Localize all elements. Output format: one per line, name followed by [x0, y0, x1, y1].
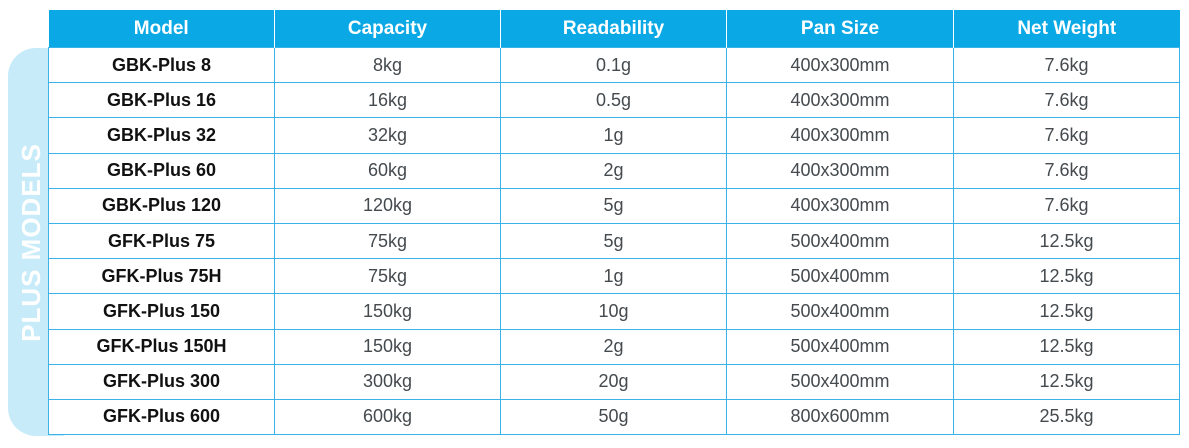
readability-cell: 20g	[500, 363, 727, 400]
net-weight-cell: 7.6kg	[953, 152, 1180, 189]
pan-size-cell: 500x400mm	[726, 328, 954, 365]
capacity-cell: 600kg	[274, 398, 501, 436]
pan-size-cell: 400x300mm	[726, 187, 954, 224]
pan-size-cell: 500x400mm	[726, 293, 954, 330]
model-cell: GFK-Plus 600	[48, 398, 275, 436]
readability-cell: 2g	[500, 152, 727, 189]
capacity-cell: 60kg	[274, 152, 501, 189]
model-cell: GBK-Plus 60	[48, 152, 275, 189]
model-cell: GBK-Plus 16	[48, 82, 275, 119]
net-weight-cell: 7.6kg	[953, 46, 1180, 84]
capacity-cell: 32kg	[274, 117, 501, 154]
table-row: GFK-Plus 75H 75kg 1g 500x400mm 12.5kg	[48, 258, 1180, 295]
readability-cell: 0.1g	[500, 46, 727, 84]
net-weight-cell: 7.6kg	[953, 82, 1180, 119]
net-weight-cell: 12.5kg	[953, 258, 1180, 295]
side-label-text: PLUS MODELS	[15, 142, 46, 342]
capacity-cell: 150kg	[274, 293, 501, 330]
net-weight-cell: 12.5kg	[953, 293, 1180, 330]
capacity-cell: 75kg	[274, 222, 501, 260]
pan-size-cell: 400x300mm	[726, 46, 954, 84]
readability-cell: 0.5g	[500, 82, 727, 119]
pan-size-cell: 400x300mm	[726, 82, 954, 119]
readability-cell: 2g	[500, 328, 727, 365]
model-cell: GFK-Plus 150H	[48, 328, 275, 365]
pan-size-cell: 400x300mm	[726, 152, 954, 189]
readability-cell: 1g	[500, 258, 727, 295]
table-row: GBK-Plus 32 32kg 1g 400x300mm 7.6kg	[48, 117, 1180, 154]
header-row: Model Capacity Readability Pan Size Net …	[48, 10, 1180, 48]
table-row: GBK-Plus 16 16kg 0.5g 400x300mm 7.6kg	[48, 82, 1180, 119]
table-row: GFK-Plus 600 600kg 50g 800x600mm 25.5kg	[48, 398, 1180, 436]
capacity-cell: 150kg	[274, 328, 501, 365]
readability-cell: 10g	[500, 293, 727, 330]
readability-cell: 5g	[500, 187, 727, 224]
pan-size-cell: 500x400mm	[726, 258, 954, 295]
model-cell: GFK-Plus 150	[48, 293, 275, 330]
model-cell: GBK-Plus 32	[48, 117, 275, 154]
pan-size-cell: 500x400mm	[726, 363, 954, 400]
pan-size-cell: 800x600mm	[726, 398, 954, 436]
spec-table: Model Capacity Readability Pan Size Net …	[48, 10, 1180, 436]
net-weight-cell: 7.6kg	[953, 187, 1180, 224]
header-readability: Readability	[500, 10, 727, 48]
net-weight-cell: 7.6kg	[953, 117, 1180, 154]
net-weight-cell: 12.5kg	[953, 328, 1180, 365]
table-row: GFK-Plus 150 150kg 10g 500x400mm 12.5kg	[48, 293, 1180, 330]
capacity-cell: 120kg	[274, 187, 501, 224]
pan-size-cell: 400x300mm	[726, 117, 954, 154]
table-row: GBK-Plus 8 8kg 0.1g 400x300mm 7.6kg	[48, 46, 1180, 84]
header-capacity: Capacity	[274, 10, 501, 48]
capacity-cell: 8kg	[274, 46, 501, 84]
capacity-cell: 16kg	[274, 82, 501, 119]
table-row: GBK-Plus 60 60kg 2g 400x300mm 7.6kg	[48, 152, 1180, 189]
header-pan-size: Pan Size	[726, 10, 954, 48]
table-row: GFK-Plus 75 75kg 5g 500x400mm 12.5kg	[48, 222, 1180, 260]
header-net-weight: Net Weight	[953, 10, 1180, 48]
pan-size-cell: 500x400mm	[726, 222, 954, 260]
table-row: GFK-Plus 150H 150kg 2g 500x400mm 12.5kg	[48, 328, 1180, 365]
capacity-cell: 300kg	[274, 363, 501, 400]
readability-cell: 50g	[500, 398, 727, 436]
model-cell: GBK-Plus 8	[48, 46, 275, 84]
readability-cell: 5g	[500, 222, 727, 260]
model-cell: GBK-Plus 120	[48, 187, 275, 224]
table-row: GFK-Plus 300 300kg 20g 500x400mm 12.5kg	[48, 363, 1180, 400]
table-row: GBK-Plus 120 120kg 5g 400x300mm 7.6kg	[48, 187, 1180, 224]
net-weight-cell: 12.5kg	[953, 363, 1180, 400]
net-weight-cell: 25.5kg	[953, 398, 1180, 436]
model-cell: GFK-Plus 75H	[48, 258, 275, 295]
readability-cell: 1g	[500, 117, 727, 154]
model-cell: GFK-Plus 300	[48, 363, 275, 400]
header-model: Model	[48, 10, 275, 48]
net-weight-cell: 12.5kg	[953, 222, 1180, 260]
model-cell: GFK-Plus 75	[48, 222, 275, 260]
capacity-cell: 75kg	[274, 258, 501, 295]
